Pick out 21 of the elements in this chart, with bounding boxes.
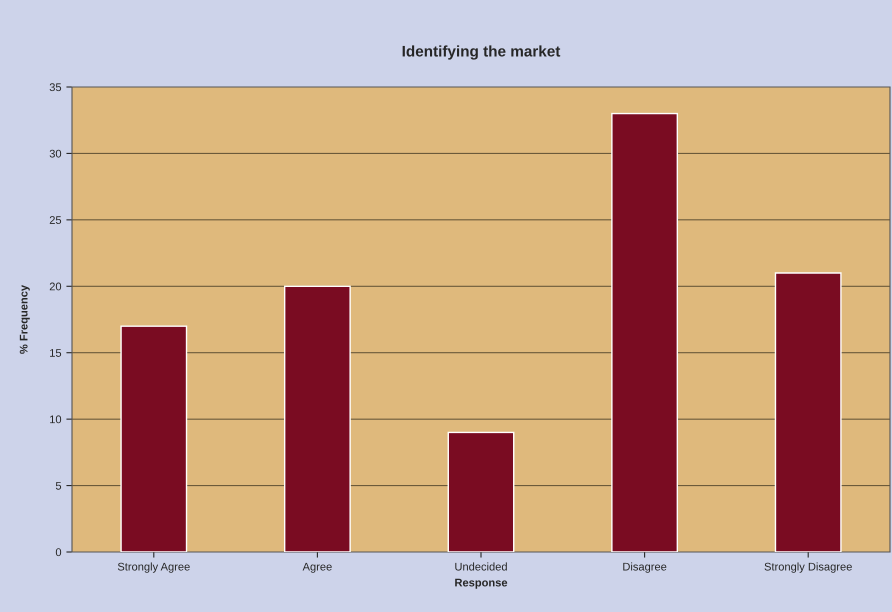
x-tick-label: Strongly Disagree — [764, 562, 852, 573]
y-tick-label: 20 — [50, 282, 62, 290]
y-tick-label: 30 — [50, 150, 62, 158]
bar — [774, 272, 842, 552]
x-tick-label: Undecided — [455, 562, 507, 571]
y-tick-label: 0 — [56, 548, 62, 556]
bar — [284, 286, 351, 552]
x-axis-title: Response — [455, 578, 508, 589]
x-tick-label: Disagree — [623, 562, 666, 573]
y-axis-title: % Frequency — [20, 284, 30, 354]
x-tick-label: Agree — [302, 562, 332, 573]
y-tick-label: 5 — [56, 482, 62, 490]
y-tick-label: 10 — [50, 415, 62, 424]
x-tick-label: Strongly Agree — [118, 562, 190, 573]
bar — [120, 325, 188, 552]
y-tick-label: 25 — [50, 216, 62, 224]
chart-title: Identifying the market — [402, 45, 560, 60]
y-tick-label: 15 — [50, 349, 62, 357]
y-tick-label: 35 — [50, 83, 62, 92]
bar — [611, 112, 678, 552]
bar — [448, 432, 514, 552]
